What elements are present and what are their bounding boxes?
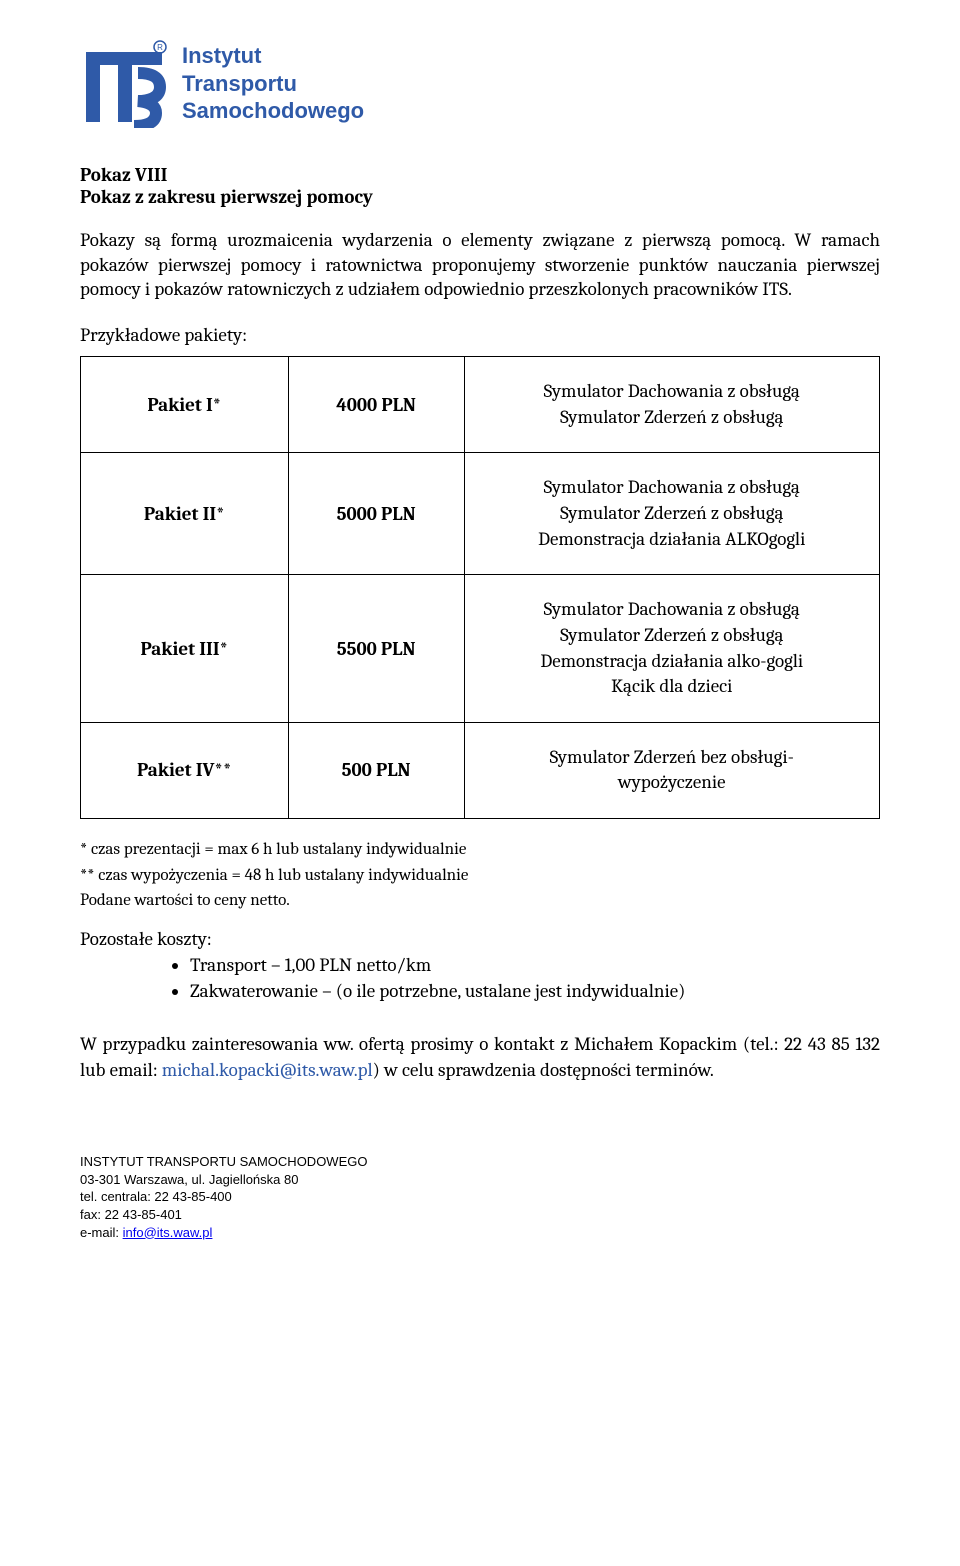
footnote-2: ** czas wypożyczenia = 48 h lub ustalany… <box>80 863 880 889</box>
org-line-3: Samochodowego <box>182 97 364 125</box>
org-line-1: Instytut <box>182 42 364 70</box>
svg-text:R: R <box>157 43 163 52</box>
footer-org: INSTYTUT TRANSPORTU SAMOCHODOWEGO <box>80 1153 880 1171</box>
pkg-price: 500 PLN <box>288 722 464 818</box>
other-costs-list: Transport – 1,00 PLN netto/km Zakwaterow… <box>80 952 880 1004</box>
footer-fax: fax: 22 43-85-401 <box>80 1206 880 1224</box>
footnote-3: Podane wartości to ceny netto. <box>80 888 880 914</box>
footnote-1: * czas prezentacji = max 6 h lub ustalan… <box>80 837 880 863</box>
pkg-price: 4000 PLN <box>288 357 464 453</box>
its-logo-icon: R <box>80 40 168 128</box>
list-item: Transport – 1,00 PLN netto/km <box>190 952 880 978</box>
pkg-desc: Symulator Dachowania z obsługąSymulator … <box>464 575 880 723</box>
table-row: Pakiet III* 5500 PLN Symulator Dachowani… <box>81 575 880 723</box>
table-row: Pakiet I* 4000 PLN Symulator Dachowania … <box>81 357 880 453</box>
page-footer: INSTYTUT TRANSPORTU SAMOCHODOWEGO 03-301… <box>80 1153 880 1241</box>
pkg-price: 5000 PLN <box>288 453 464 575</box>
packages-table: Pakiet I* 4000 PLN Symulator Dachowania … <box>80 356 880 819</box>
pkg-name: Pakiet III* <box>81 575 289 723</box>
pkg-desc: Symulator Dachowania z obsługąSymulator … <box>464 453 880 575</box>
letterhead: R Instytut Transportu Samochodowego <box>80 40 880 128</box>
footer-email-label: e-mail: <box>80 1225 123 1240</box>
pkg-name: Pakiet I* <box>81 357 289 453</box>
contact-post: ) w celu sprawdzenia dostępności terminó… <box>373 1059 714 1081</box>
heading-title: Pokaz VIII <box>80 164 880 186</box>
footnotes: * czas prezentacji = max 6 h lub ustalan… <box>80 837 880 914</box>
packages-label: Przykładowe pakiety: <box>80 324 880 346</box>
table-row: Pakiet II* 5000 PLN Symulator Dachowania… <box>81 453 880 575</box>
pkg-price: 5500 PLN <box>288 575 464 723</box>
heading-subtitle: Pokaz z zakresu pierwszej pomocy <box>80 186 880 208</box>
footer-email-link[interactable]: info@its.waw.pl <box>123 1225 213 1240</box>
contact-paragraph: W przypadku zainteresowania ww. ofertą p… <box>80 1032 880 1083</box>
table-row: Pakiet IV** 500 PLN Symulator Zderzeń be… <box>81 722 880 818</box>
footer-email-line: e-mail: info@its.waw.pl <box>80 1224 880 1242</box>
other-costs-heading: Pozostałe koszty: <box>80 928 880 950</box>
contact-email-link[interactable]: michal.kopacki@its.waw.pl <box>162 1059 373 1081</box>
intro-paragraph: Pokazy są formą urozmaicenia wydarzenia … <box>80 228 880 302</box>
footer-tel: tel. centrala: 22 43-85-400 <box>80 1188 880 1206</box>
pkg-desc: Symulator Zderzeń bez obsługi-wypożyczen… <box>464 722 880 818</box>
footer-address: 03-301 Warszawa, ul. Jagiellońska 80 <box>80 1171 880 1189</box>
org-name: Instytut Transportu Samochodowego <box>182 40 364 125</box>
pkg-name: Pakiet II* <box>81 453 289 575</box>
pkg-name: Pakiet IV** <box>81 722 289 818</box>
pkg-desc: Symulator Dachowania z obsługąSymulator … <box>464 357 880 453</box>
org-line-2: Transportu <box>182 70 364 98</box>
list-item: Zakwaterowanie – (o ile potrzebne, ustal… <box>190 978 880 1004</box>
document-page: R Instytut Transportu Samochodowego Poka… <box>0 0 960 1271</box>
